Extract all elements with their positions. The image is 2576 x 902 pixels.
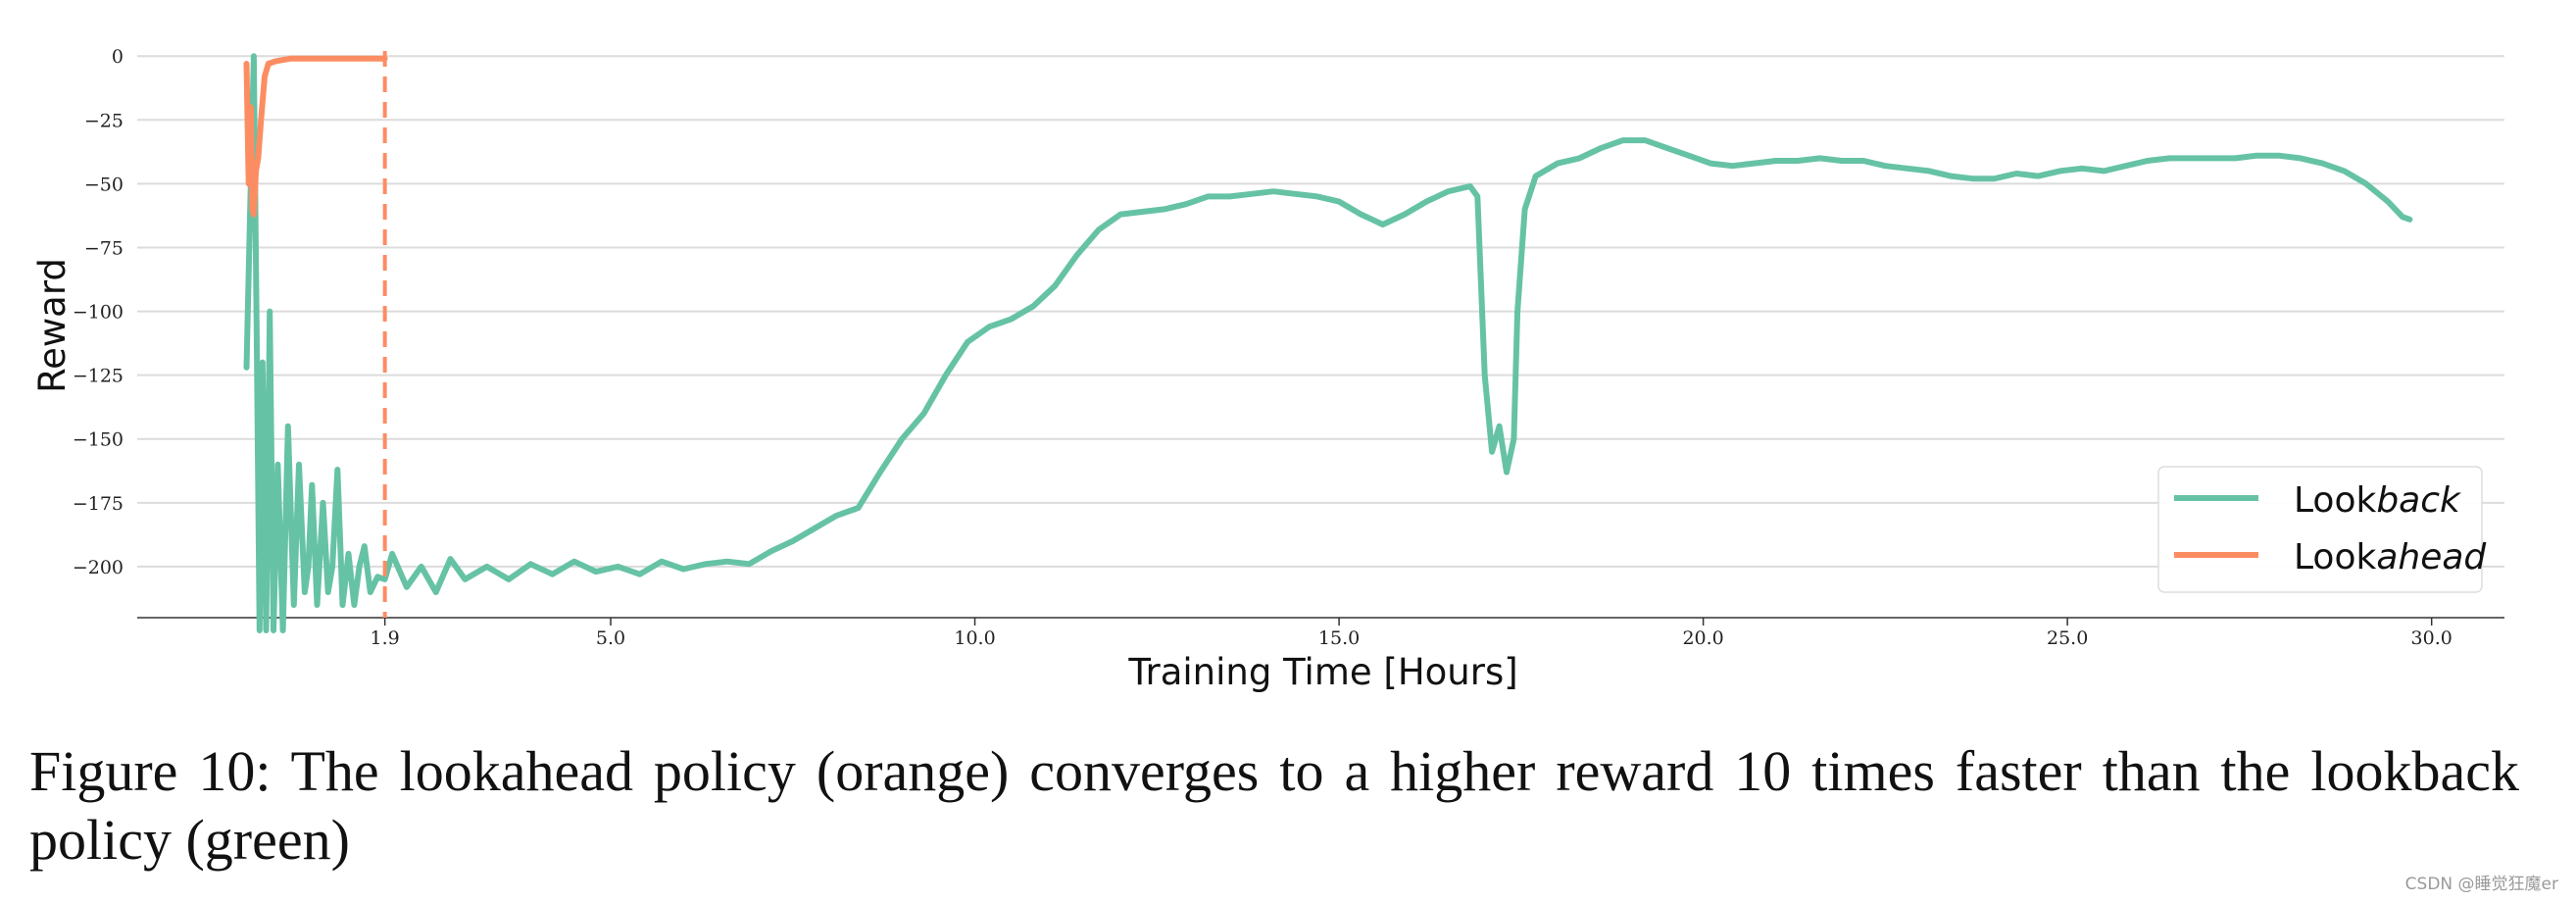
legend: Lookback Lookahead bbox=[2157, 466, 2487, 593]
x-tick-label: 15.0 bbox=[1318, 627, 1360, 649]
reward-chart: 0 −25 −50 −75 −100 −125 −150 −175 −200 1.9 5.0 10.… bbox=[31, 46, 2504, 693]
series-layer bbox=[243, 53, 2413, 633]
legend-label-lookback: Lookback bbox=[2294, 480, 2462, 521]
series-line-lookback bbox=[243, 53, 2413, 633]
y-tick-label: −150 bbox=[73, 429, 124, 451]
x-tick-label: 20.0 bbox=[1682, 627, 1723, 649]
legend-label-lookahead-italic: ahead bbox=[2376, 537, 2487, 577]
y-tick-label: −200 bbox=[73, 557, 124, 578]
y-tick-label: 0 bbox=[112, 46, 124, 68]
y-tick-label: −25 bbox=[84, 110, 124, 131]
x-axis-title: Training Time [Hours] bbox=[1127, 651, 1517, 693]
y-axis-title: Reward bbox=[31, 258, 74, 393]
y-tick-label: −175 bbox=[73, 493, 124, 515]
x-tick-label: 10.0 bbox=[954, 627, 995, 649]
x-tick-label: 30.0 bbox=[2411, 627, 2452, 649]
legend-label-lookback-italic: back bbox=[2376, 480, 2462, 521]
y-tick-label: −75 bbox=[84, 237, 124, 259]
gridlines bbox=[137, 55, 2504, 568]
y-tick-label: −125 bbox=[73, 366, 124, 387]
legend-label-lookahead: Lookahead bbox=[2294, 537, 2487, 577]
legend-label-lookback-plain: Look bbox=[2294, 480, 2376, 521]
y-tick-label: −100 bbox=[73, 302, 124, 324]
x-tick-label: 5.0 bbox=[596, 627, 625, 649]
x-tick-label: 1.9 bbox=[371, 627, 400, 649]
y-axis-ticks: 0 −25 −50 −75 −100 −125 −150 −175 −200 bbox=[73, 46, 124, 578]
figure-caption: Figure 10: The lookahead policy (orange)… bbox=[29, 739, 2519, 872]
y-tick-label: −50 bbox=[84, 174, 124, 195]
watermark: CSDN @睡觉狂魔er bbox=[2404, 875, 2558, 894]
legend-label-lookahead-plain: Look bbox=[2294, 537, 2376, 577]
series-line-lookahead bbox=[243, 55, 388, 218]
x-axis-ticks: 1.9 5.0 10.0 15.0 20.0 25.0 30.0 bbox=[371, 618, 2452, 649]
x-tick-label: 25.0 bbox=[2047, 627, 2088, 649]
